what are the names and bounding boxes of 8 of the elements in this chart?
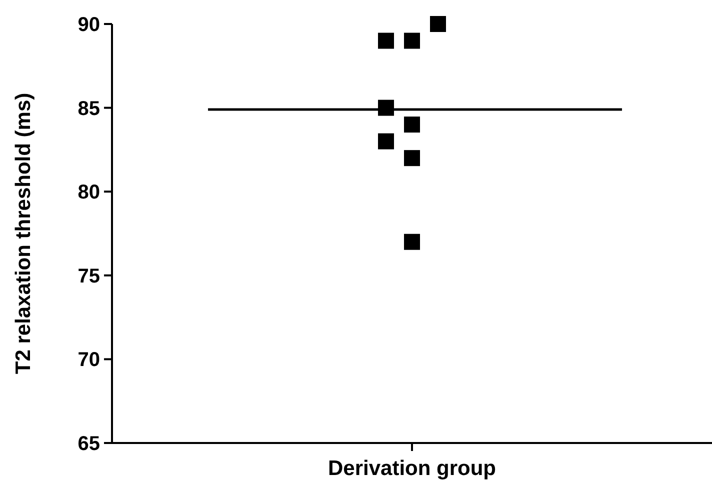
y-tick-label: 65 [78,433,100,455]
y-tick-label: 85 [78,98,100,120]
y-tick-label: 70 [78,349,100,372]
y-tick-label: 75 [78,265,100,288]
y-axis-title: T2 relaxation threshold (ms) [12,92,35,374]
y-tick-label: 80 [78,182,100,204]
y-tick-label: 90 [78,14,100,36]
x-tick-label: Derivation group [328,457,496,480]
